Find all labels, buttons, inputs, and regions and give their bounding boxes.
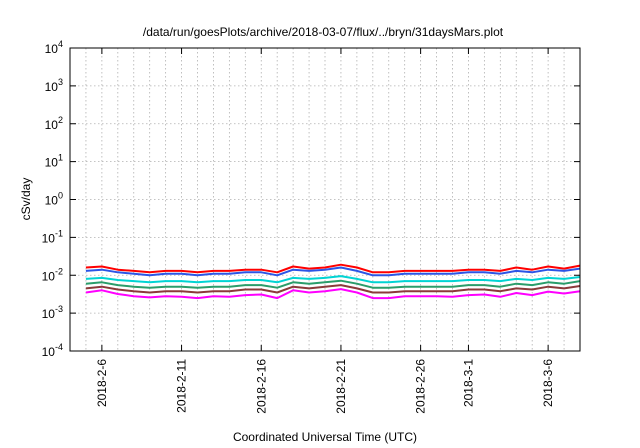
grid <box>70 48 580 351</box>
y-tick-label: 101 <box>45 153 63 170</box>
y-tick-label: 100 <box>45 191 63 208</box>
y-tick-label: 10-4 <box>42 342 63 359</box>
y-tick-label: 103 <box>45 77 63 94</box>
x-tick-label: 2018-3-1 <box>461 359 475 407</box>
chart-title: /data/run/goesPlots/archive/2018-03-07/f… <box>143 25 504 39</box>
y-tick-label: 102 <box>45 115 63 132</box>
y-tick-label: 10-2 <box>42 266 63 283</box>
series-group <box>85 263 581 300</box>
x-tick-label: 2018-2-6 <box>95 359 109 407</box>
series-line-5 <box>85 284 581 294</box>
x-axis-label: Coordinated Universal Time (UTC) <box>233 430 417 444</box>
series-line-1 <box>85 263 581 274</box>
x-tick-label: 2018-3-6 <box>541 359 555 407</box>
y-tick-label: 104 <box>45 39 63 56</box>
x-tick-labels: 2018-2-6 2018-2-11 2018-2-16 2018-2-21 2018-… <box>95 359 555 414</box>
x-tick-label: 2018-2-21 <box>334 359 348 414</box>
y-tick-label: 10-1 <box>42 228 63 245</box>
series-line-6 <box>85 288 581 300</box>
y-tick-labels: 10-4 10-3 10-2 10-1 100 101 102 103 104 <box>42 39 63 359</box>
series-line-3 <box>85 275 581 284</box>
x-tick-label: 2018-2-16 <box>254 359 268 414</box>
series-line-2 <box>85 266 581 277</box>
y-axis-label: cSv/day <box>19 178 33 221</box>
x-tick-label: 2018-2-26 <box>414 359 428 414</box>
plot-frame <box>69 47 581 352</box>
series-line-4 <box>85 279 581 289</box>
y-tick-label: 10-3 <box>42 304 63 321</box>
x-tick-label: 2018-2-11 <box>175 359 189 413</box>
